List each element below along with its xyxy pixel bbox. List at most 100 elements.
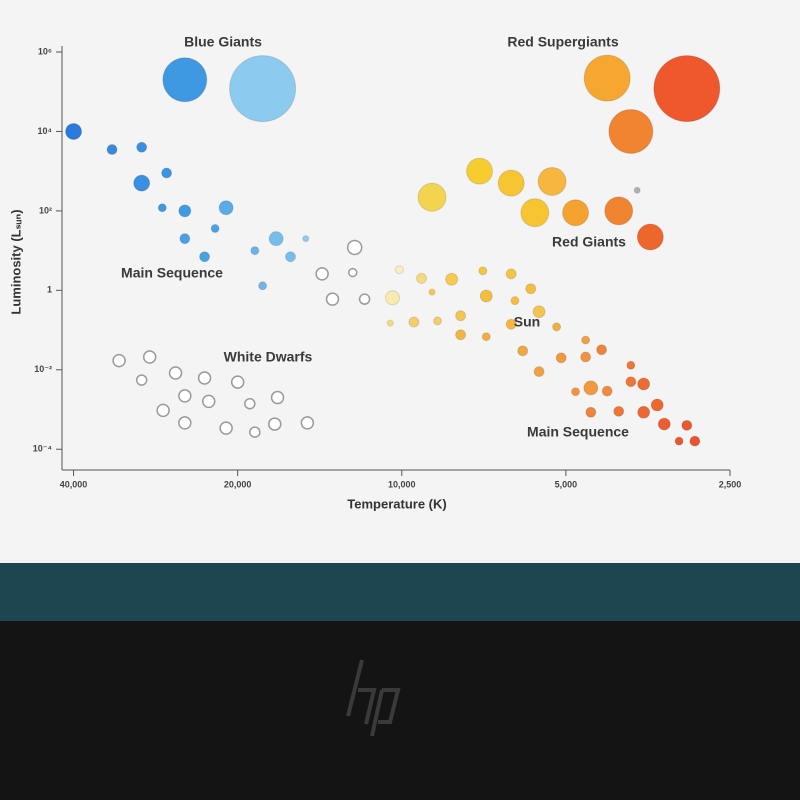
star (689, 435, 701, 447)
star (532, 305, 546, 319)
annotation: Sun (514, 314, 540, 330)
star (571, 387, 581, 397)
star (583, 380, 599, 396)
star (178, 416, 192, 430)
star (284, 251, 296, 263)
star (601, 385, 613, 397)
star (608, 108, 654, 154)
star (268, 231, 284, 247)
y-tick-label: 1 (47, 285, 52, 295)
star (179, 233, 191, 245)
star (637, 405, 651, 419)
star (657, 417, 671, 431)
star (633, 186, 641, 194)
star (625, 376, 637, 388)
star (178, 204, 192, 218)
taskbar (0, 563, 800, 621)
star (581, 335, 591, 345)
x-tick-label: 20,000 (224, 479, 252, 489)
star (199, 251, 211, 263)
star (358, 293, 371, 305)
star (302, 235, 310, 243)
star (162, 57, 208, 103)
star (210, 224, 220, 234)
star (315, 267, 329, 281)
star (466, 157, 494, 185)
star (428, 288, 436, 296)
star (604, 196, 634, 226)
star (650, 398, 664, 412)
star (408, 316, 420, 328)
star (432, 316, 442, 326)
star (626, 360, 636, 370)
star (580, 351, 592, 363)
star (455, 329, 467, 341)
star (161, 167, 173, 179)
star (384, 290, 400, 306)
annotation: Main Sequence (527, 424, 629, 440)
star (613, 405, 625, 417)
star (197, 371, 212, 385)
star (417, 182, 447, 212)
star (455, 310, 467, 322)
star (520, 198, 550, 228)
star (348, 267, 358, 278)
annotation: Blue Giants (184, 34, 262, 50)
annotation: Red Supergiants (507, 34, 618, 50)
star (555, 352, 567, 364)
star (249, 426, 261, 438)
star (258, 281, 268, 291)
bezel (0, 621, 800, 800)
star (653, 55, 721, 123)
star (178, 389, 192, 403)
star (218, 200, 234, 216)
annotation: Red Giants (552, 234, 626, 250)
star (136, 141, 148, 153)
star (510, 296, 520, 306)
star (596, 344, 608, 356)
x-tick-label: 5,000 (555, 479, 578, 489)
star (636, 223, 664, 251)
star (416, 272, 428, 284)
star (637, 377, 651, 391)
star (133, 174, 151, 192)
star (481, 332, 491, 342)
star (346, 239, 363, 256)
star (270, 390, 285, 405)
star (533, 366, 545, 378)
star (517, 345, 529, 357)
star (394, 265, 404, 275)
y-tick-label: 10⁶ (38, 46, 52, 56)
annotation: White Dwarfs (224, 349, 313, 365)
star (674, 436, 684, 446)
y-tick-label: 10² (39, 205, 52, 215)
x-tick-label: 10,000 (388, 479, 416, 489)
x-tick-label: 2,500 (719, 479, 742, 489)
y-tick-label: 10⁴ (38, 126, 52, 136)
star (505, 268, 517, 280)
x-tick-label: 40,000 (60, 479, 88, 489)
star (201, 394, 216, 409)
star (157, 203, 167, 213)
star (156, 403, 170, 418)
star (250, 246, 260, 256)
star (445, 272, 459, 286)
star (552, 322, 562, 332)
star (681, 419, 693, 431)
star (300, 416, 315, 430)
star (585, 406, 597, 418)
star (562, 199, 590, 227)
star (65, 122, 83, 140)
y-axis-title: Luminosity (Lₛᵤₙ) (8, 209, 23, 314)
star (230, 375, 245, 389)
star (168, 366, 183, 380)
hp-logo (346, 659, 401, 737)
star (229, 55, 297, 123)
star (112, 353, 126, 368)
star (525, 283, 537, 295)
star (268, 417, 282, 431)
star (106, 144, 118, 156)
star (386, 319, 394, 327)
